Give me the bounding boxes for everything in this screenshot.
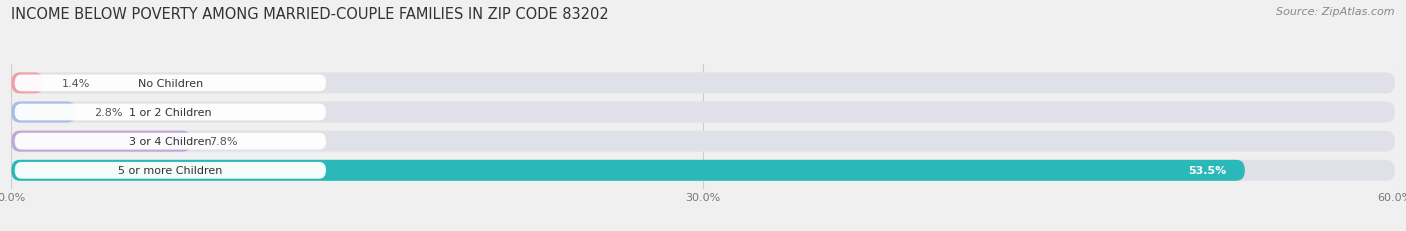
Text: INCOME BELOW POVERTY AMONG MARRIED-COUPLE FAMILIES IN ZIP CODE 83202: INCOME BELOW POVERTY AMONG MARRIED-COUPL… (11, 7, 609, 22)
FancyBboxPatch shape (11, 73, 1395, 94)
Text: 3 or 4 Children: 3 or 4 Children (129, 137, 212, 146)
FancyBboxPatch shape (11, 160, 1395, 181)
Text: No Children: No Children (138, 79, 202, 88)
FancyBboxPatch shape (11, 102, 1395, 123)
FancyBboxPatch shape (11, 160, 1244, 181)
Text: 1.4%: 1.4% (62, 79, 90, 88)
FancyBboxPatch shape (14, 75, 326, 92)
FancyBboxPatch shape (11, 131, 1395, 152)
Text: 7.8%: 7.8% (209, 137, 238, 146)
Text: 2.8%: 2.8% (94, 108, 122, 118)
FancyBboxPatch shape (11, 73, 44, 94)
Text: 53.5%: 53.5% (1188, 166, 1226, 176)
FancyBboxPatch shape (14, 133, 326, 150)
FancyBboxPatch shape (14, 104, 326, 121)
FancyBboxPatch shape (14, 162, 326, 179)
Text: Source: ZipAtlas.com: Source: ZipAtlas.com (1277, 7, 1395, 17)
Text: 1 or 2 Children: 1 or 2 Children (129, 108, 212, 118)
FancyBboxPatch shape (11, 102, 76, 123)
Text: 5 or more Children: 5 or more Children (118, 166, 222, 176)
FancyBboxPatch shape (11, 131, 191, 152)
